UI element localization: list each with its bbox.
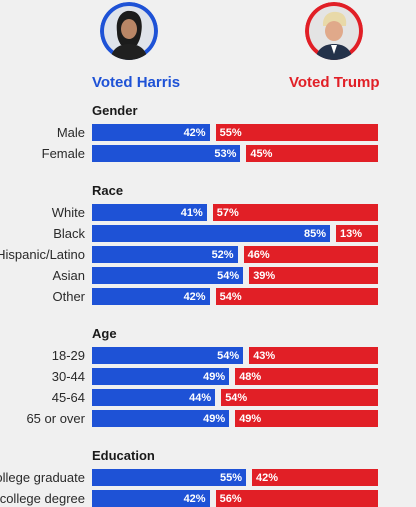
- bar-harris-asian: 54%: [92, 267, 244, 284]
- bar-harris-45-64: 44%: [92, 389, 216, 406]
- bar-harris-30-44: 49%: [92, 368, 230, 385]
- harris-avatar: [100, 2, 158, 60]
- harris-portrait-icon: [100, 2, 158, 60]
- section-title-education: Education: [92, 448, 155, 463]
- bar-harris-female: 53%: [92, 145, 241, 162]
- bar-harris-other: 42%: [92, 288, 210, 305]
- row-label-65-or-over: 65 or over: [26, 411, 85, 426]
- row-label-female: Female: [41, 146, 85, 161]
- bar-trump-black: 13%: [336, 225, 378, 242]
- bar-harris-65-or-over: 49%: [92, 410, 230, 427]
- row-label-white: White: [51, 205, 85, 220]
- row-label-other: Other: [52, 289, 85, 304]
- section-title-race: Race: [92, 183, 124, 198]
- row-label-black: Black: [53, 226, 85, 241]
- bar-trump-white: 57%: [212, 204, 378, 221]
- harris-legend-label: Voted Harris: [92, 74, 181, 91]
- bar-harris-black: 85%: [92, 225, 330, 242]
- row-label-18-29: 18-29: [51, 348, 85, 363]
- section-title-age: Age: [92, 326, 117, 341]
- bar-harris-college-graduate: 55%: [92, 469, 246, 486]
- bar-harris-hispanic-latino: 52%: [92, 246, 238, 263]
- bar-trump-female: 45%: [246, 145, 378, 162]
- trump-avatar: [305, 2, 363, 60]
- bar-trump-hispanic-latino: 46%: [243, 246, 378, 263]
- bar-trump-asian: 39%: [249, 267, 378, 284]
- bar-trump-30-44: 48%: [235, 368, 378, 385]
- bar-trump-male: 55%: [215, 124, 378, 141]
- bar-trump-18-29: 43%: [249, 347, 378, 364]
- bar-trump-no-college-degree: 56%: [215, 490, 378, 507]
- row-label-male: Male: [56, 125, 85, 140]
- bar-trump-other: 54%: [215, 288, 378, 305]
- row-label-45-64: 45-64: [51, 390, 85, 405]
- bar-trump-65-or-over: 49%: [235, 410, 378, 427]
- bar-harris-no-college-degree: 42%: [92, 490, 210, 507]
- trump-portrait-icon: [305, 2, 363, 60]
- bar-harris-male: 42%: [92, 124, 210, 141]
- row-label-college-graduate: College graduate: [0, 470, 85, 485]
- bar-harris-18-29: 54%: [92, 347, 244, 364]
- row-label-hispanic-latino: Hispanic/Latino: [0, 247, 85, 262]
- row-label-asian: Asian: [52, 268, 85, 283]
- section-title-gender: Gender: [92, 103, 138, 118]
- trump-legend-label: Voted Trump: [289, 74, 380, 91]
- bar-harris-white: 41%: [92, 204, 207, 221]
- bar-trump-45-64: 54%: [221, 389, 378, 406]
- bar-trump-college-graduate: 42%: [252, 469, 378, 486]
- row-label-30-44: 30-44: [51, 369, 85, 384]
- row-label-no-college-degree: No college degree: [0, 491, 85, 506]
